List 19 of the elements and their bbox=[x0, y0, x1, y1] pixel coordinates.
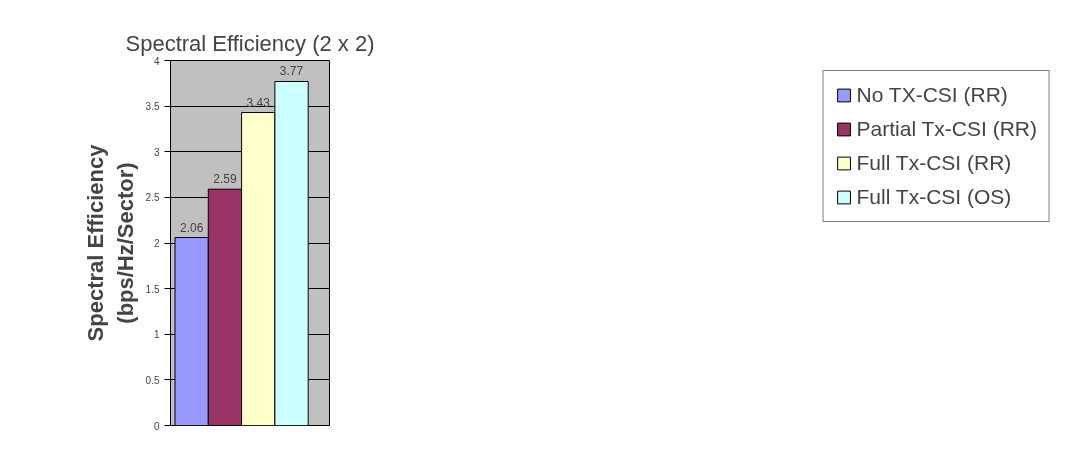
legend-label: Partial Tx-CSI (RR) bbox=[856, 117, 1037, 141]
y-tick-label: 3 bbox=[153, 146, 160, 158]
y-tick-label: 1 bbox=[153, 329, 160, 341]
data-label: 2.59 bbox=[213, 172, 237, 187]
data-label: 3.43 bbox=[246, 95, 271, 110]
y-tick-label: 0.5 bbox=[145, 374, 160, 386]
legend-label: No TX-CSI (RR) bbox=[856, 83, 1008, 107]
y-tick-label: 1.5 bbox=[145, 283, 160, 295]
y-axis-title: Spectral Efficiency (bps/Hz/Sector) bbox=[82, 143, 138, 342]
y-tick-label: 3.5 bbox=[145, 101, 160, 113]
y-tick-label: 2.5 bbox=[145, 192, 160, 204]
y-tick-label: 0 bbox=[153, 420, 160, 432]
data-label: 2.06 bbox=[179, 220, 204, 235]
legend-label: Full Tx-CSI (RR) bbox=[856, 151, 1012, 175]
legend-label: Full Tx-CSI (OS) bbox=[856, 185, 1012, 209]
y-tick-label: 2 bbox=[153, 238, 160, 249]
data-label: 3.77 bbox=[279, 64, 304, 79]
y-tick-label: 4 bbox=[153, 55, 160, 67]
chart-title: Spectral Efficiency (2 x 2) bbox=[125, 30, 375, 56]
